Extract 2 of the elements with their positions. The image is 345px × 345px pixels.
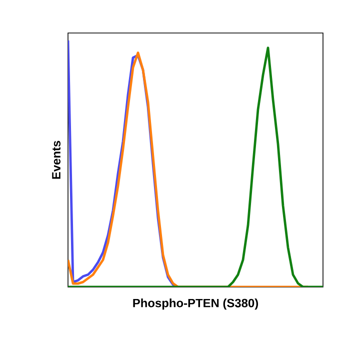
y-axis-title: Events [52,140,60,179]
x-axis-title: Phospho-PTEN (S380) [133,298,258,310]
